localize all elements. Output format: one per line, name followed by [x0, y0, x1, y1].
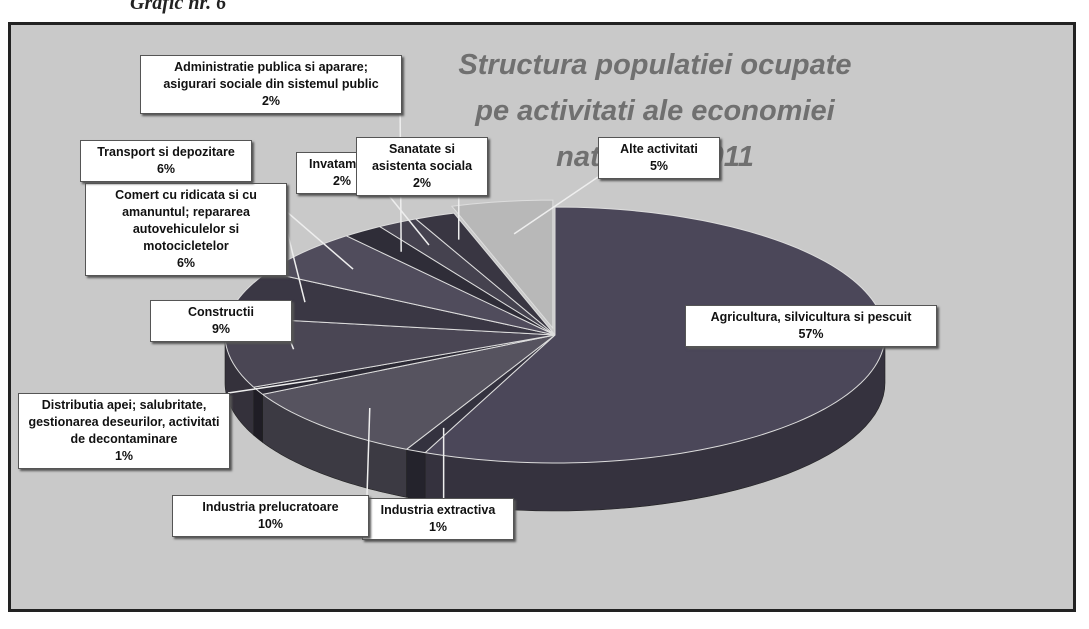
leader-line	[284, 222, 306, 303]
data-label: Industria extractiva 1%	[362, 498, 514, 540]
category-label: Transport si depozitare	[97, 145, 235, 159]
category-label: Distributia apei; salubritate, gestionar…	[28, 398, 220, 446]
data-label: Transport si depozitare 6%	[80, 140, 252, 182]
value-label: 6%	[156, 162, 176, 176]
category-label: Agricultura, silvicultura si pescuit	[710, 310, 912, 324]
slice	[261, 334, 556, 450]
value-label: 10%	[257, 517, 284, 531]
value-label: 1%	[428, 520, 448, 534]
value-label: 2%	[412, 176, 432, 190]
value-label: 2%	[261, 94, 281, 108]
data-label: Industria prelucratoare 10%	[172, 495, 369, 537]
slice-side	[253, 386, 263, 443]
leader-line	[366, 407, 371, 496]
category-label: Constructii	[188, 305, 254, 319]
category-label: Alte activitati	[620, 142, 698, 156]
data-label: Administratie publica si aparare; asigur…	[140, 55, 402, 114]
value-label: 2%	[332, 174, 352, 188]
value-label: 57%	[798, 327, 824, 341]
data-label: Distributia apei; salubritate, gestionar…	[18, 393, 230, 469]
leader-line	[227, 378, 318, 394]
leader-line	[385, 191, 430, 246]
slice	[424, 206, 886, 464]
data-label: Constructii 9%	[150, 300, 292, 342]
category-label: Administratie publica si aparare; asigur…	[163, 60, 379, 91]
caption: Grafic nr. 6	[130, 0, 227, 14]
category-label: Sanatate si asistenta sociala	[371, 142, 473, 173]
slice-group	[414, 212, 556, 336]
leader-line	[513, 176, 599, 235]
slice	[450, 199, 554, 330]
category-label: Industria extractiva	[380, 503, 496, 517]
slice-group	[450, 199, 554, 330]
slice-group	[424, 206, 886, 512]
category-label: Comert cu ridicata si cu amanuntul; repa…	[115, 188, 257, 253]
category-label: Industria prelucratoare	[202, 500, 339, 514]
slice-side	[406, 448, 426, 502]
value-label: 6%	[176, 256, 196, 270]
data-label: Alte activitati 5%	[598, 137, 720, 179]
value-label: 1%	[114, 449, 134, 463]
slice	[414, 212, 556, 336]
data-label: Comert cu ridicata si cu amanuntul; repa…	[85, 183, 287, 276]
value-label: 9%	[211, 322, 231, 336]
value-label: 5%	[649, 159, 669, 173]
data-label: Agricultura, silvicultura si pescuit 57%	[685, 305, 937, 347]
slice-group	[224, 316, 556, 436]
data-label: Sanatate si asistenta sociala 2%	[356, 137, 488, 196]
